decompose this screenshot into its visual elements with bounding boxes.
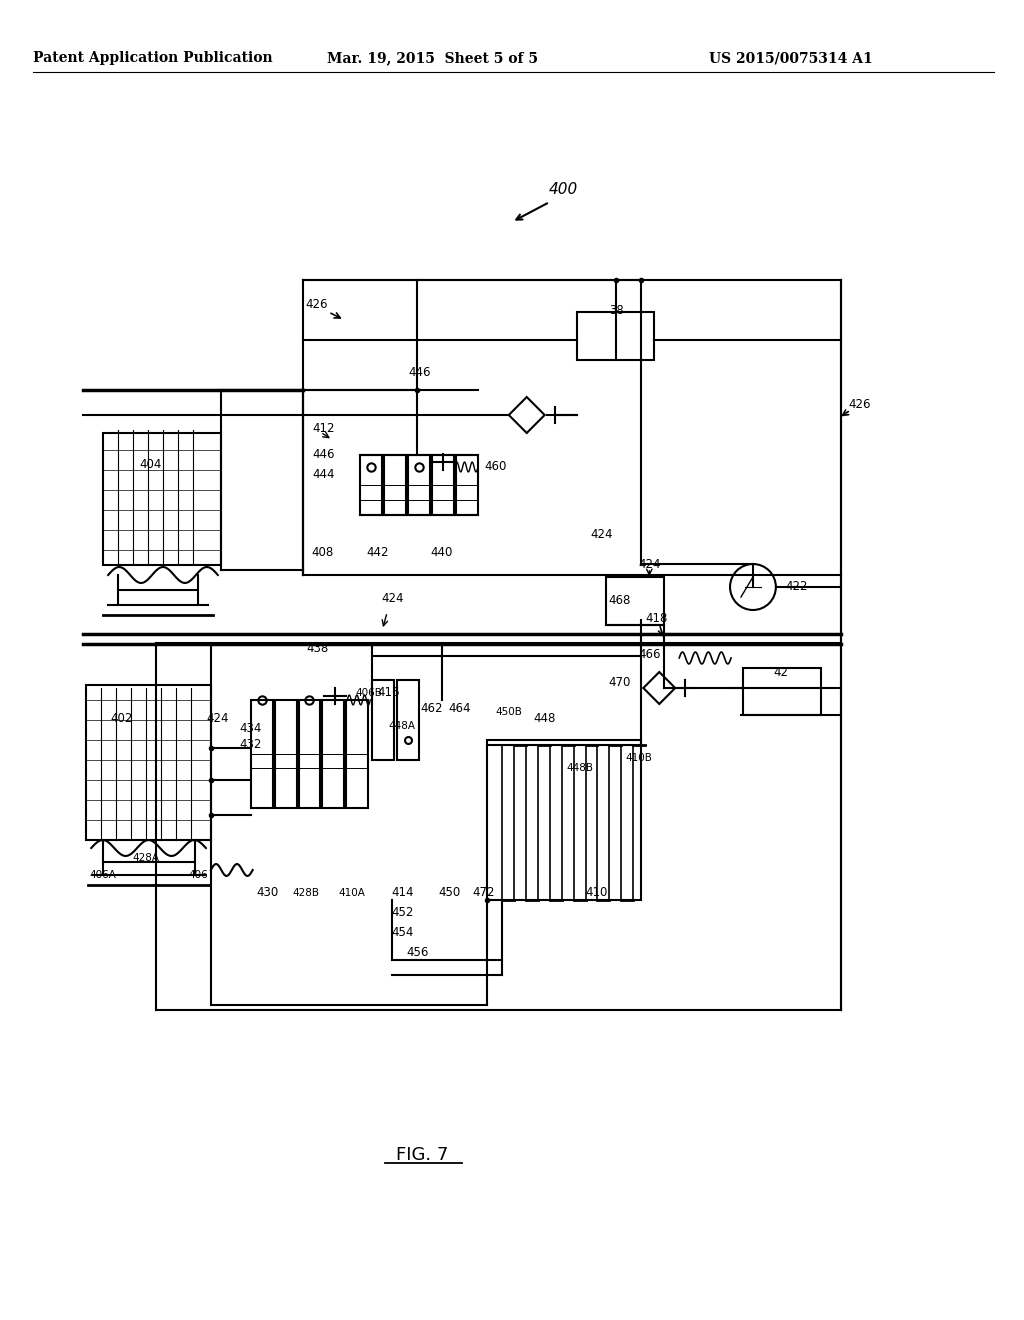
Bar [743, 668, 820, 715]
Text: 470: 470 [608, 676, 631, 689]
Text: 410B: 410B [626, 752, 652, 763]
Text: 440: 440 [431, 546, 454, 560]
Bar [373, 680, 394, 760]
Bar [384, 455, 407, 515]
Text: 410: 410 [586, 887, 607, 899]
Text: 408: 408 [311, 546, 334, 560]
Bar [456, 455, 478, 515]
Bar [103, 433, 221, 565]
Bar [274, 700, 297, 808]
Bar [299, 700, 321, 808]
Text: 466: 466 [638, 648, 660, 661]
Text: 438: 438 [306, 642, 329, 655]
Bar [606, 577, 665, 624]
Text: 454: 454 [391, 927, 414, 940]
Text: 38: 38 [609, 304, 624, 317]
Text: 410A: 410A [339, 888, 366, 898]
Text: 452: 452 [391, 907, 414, 920]
Text: 42: 42 [773, 665, 788, 678]
Text: 448A: 448A [389, 721, 416, 731]
Text: 424: 424 [638, 558, 660, 572]
Text: 450: 450 [438, 887, 460, 899]
Text: 412: 412 [312, 421, 335, 434]
Text: 424: 424 [590, 528, 612, 541]
Bar [577, 312, 654, 360]
Bar [86, 685, 211, 840]
Text: 446: 446 [312, 449, 335, 462]
Text: 464: 464 [449, 701, 471, 714]
Text: 448: 448 [534, 711, 556, 725]
Text: 434: 434 [240, 722, 262, 734]
Text: US 2015/0075314 A1: US 2015/0075314 A1 [709, 51, 872, 65]
Text: 472: 472 [473, 887, 496, 899]
Bar [346, 700, 369, 808]
Text: 424: 424 [381, 591, 403, 605]
Text: 426: 426 [305, 298, 328, 312]
Text: 426: 426 [849, 399, 871, 412]
Bar [432, 455, 454, 515]
Bar [486, 741, 641, 900]
Text: 462: 462 [421, 701, 443, 714]
Text: 416: 416 [377, 686, 399, 700]
Text: 450B: 450B [496, 708, 522, 717]
Text: 422: 422 [785, 581, 808, 594]
Text: 428B: 428B [292, 888, 319, 898]
Text: 468: 468 [608, 594, 631, 606]
Text: 406A: 406A [90, 870, 117, 880]
Bar [360, 455, 382, 515]
Text: 404: 404 [140, 458, 162, 471]
Text: 428A: 428A [132, 853, 160, 863]
Text: 424: 424 [207, 711, 229, 725]
Text: 430: 430 [257, 887, 279, 899]
Text: 432: 432 [240, 738, 262, 751]
Text: 448B: 448B [566, 763, 593, 774]
Text: 418: 418 [645, 611, 668, 624]
Bar [323, 700, 344, 808]
Text: 460: 460 [484, 461, 506, 474]
Bar [251, 700, 272, 808]
Text: 406B: 406B [355, 688, 382, 698]
Text: Mar. 19, 2015  Sheet 5 of 5: Mar. 19, 2015 Sheet 5 of 5 [327, 51, 538, 65]
Text: 446: 446 [409, 367, 431, 380]
Text: 406: 406 [188, 870, 208, 880]
Text: 400: 400 [549, 182, 579, 198]
Text: 414: 414 [391, 887, 414, 899]
Text: 402: 402 [110, 711, 132, 725]
Text: FIG. 7: FIG. 7 [396, 1146, 449, 1164]
Text: 456: 456 [406, 946, 428, 960]
Bar [397, 680, 419, 760]
Text: Patent Application Publication: Patent Application Publication [33, 51, 272, 65]
Bar [409, 455, 430, 515]
Text: 444: 444 [312, 469, 335, 482]
Text: 442: 442 [366, 546, 388, 560]
